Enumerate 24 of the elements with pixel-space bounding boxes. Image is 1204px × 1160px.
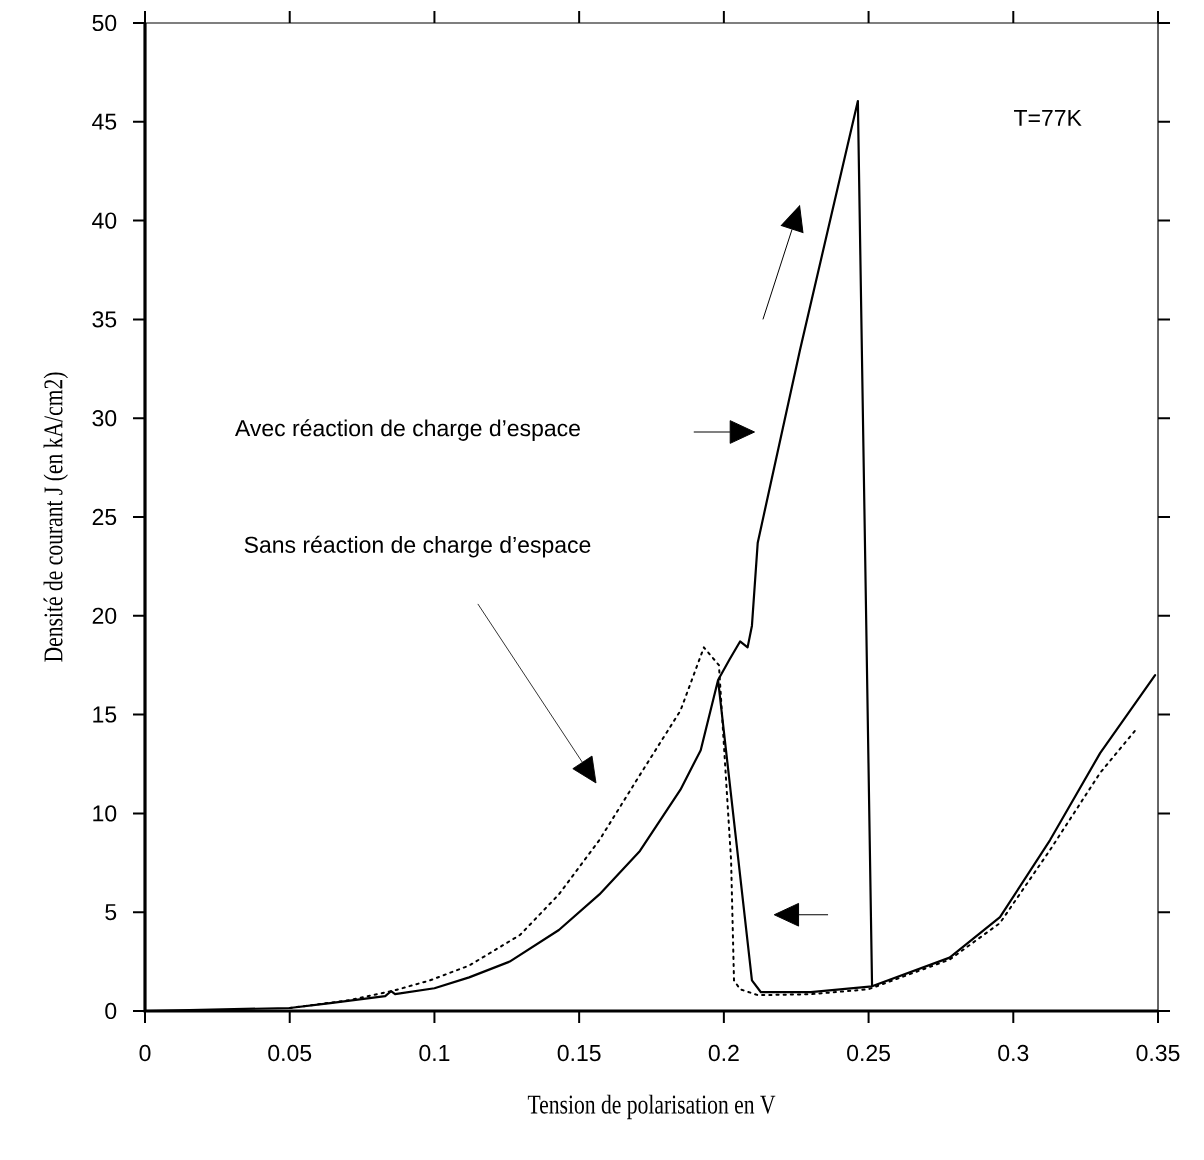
y-tick-label: 40 [92,212,117,229]
x-tick-label: 0.2 [708,1044,739,1062]
x-tick-label: 0.25 [847,1044,890,1062]
x-tick-label: 0.35 [1136,1044,1180,1062]
x-tick-label: 0.15 [557,1044,601,1062]
y-tick-label: 25 [92,508,117,526]
y-tick-label: 45 [92,113,117,130]
x-axis-title: Tension de polarisation en V [527,1094,776,1120]
x-tick-label: 0 [139,1044,151,1062]
annotation: Avec réaction de charge d’espace [234,419,580,441]
annotation: Sans réaction de charge d’espace [244,535,591,558]
y-tick-label: 10 [93,805,117,822]
x-tick-label: 0.05 [268,1044,312,1062]
x-tick-label: 0.1 [419,1044,450,1062]
y-tick-label: 15 [93,706,117,723]
x-tick-label: 0.3 [998,1044,1029,1062]
y-tick-label: 50 [92,14,117,32]
annotation: T=77K [1014,109,1082,126]
y-tick-label: 30 [92,410,117,427]
y-tick-label: 20 [92,607,117,624]
y-tick-label: 35 [92,311,117,328]
y-axis-title: Densité de courant J (en kA/cm2) [43,372,69,662]
y-tick-label: 0 [105,1002,117,1020]
y-tick-label: 5 [105,904,117,921]
